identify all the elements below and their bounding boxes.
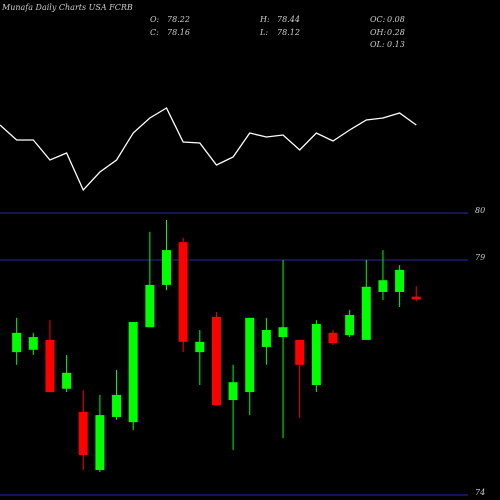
info-label: OL:: [370, 40, 385, 49]
candle-body: [62, 372, 72, 389]
candle-body: [95, 415, 105, 471]
info-label: C:: [150, 28, 159, 37]
info-value: 78.44: [277, 15, 300, 24]
info-label: OH:: [370, 28, 387, 37]
candle-body: [311, 323, 321, 386]
candle-body: [162, 250, 171, 285]
candle-body: [361, 286, 371, 340]
candle-body: [78, 411, 88, 456]
candle-body: [261, 330, 271, 347]
candle-body: [145, 284, 155, 328]
candle-body: [278, 327, 288, 338]
candle-body: [345, 314, 355, 336]
info-label: OC:: [370, 15, 386, 24]
info-value: 0.28: [387, 28, 405, 37]
candle-body: [245, 317, 255, 393]
info-label: O:: [150, 15, 160, 24]
candle-body: [28, 337, 38, 350]
candle-body: [395, 269, 405, 292]
candle-body: [45, 339, 55, 393]
info-value: 78.12: [277, 28, 300, 37]
candle-body: [12, 332, 22, 353]
info-value: 0.08: [387, 15, 405, 24]
candle-body: [112, 394, 122, 417]
candle-body: [178, 242, 188, 342]
candle-body: [195, 341, 205, 353]
info-value: 78.16: [167, 28, 190, 37]
candle-body: [228, 382, 238, 401]
y-tick-label: 79: [475, 253, 485, 262]
indicator-line: [0, 107, 417, 192]
candle-body: [295, 339, 305, 365]
candle-body: [411, 296, 421, 300]
info-value: 78.22: [167, 15, 190, 24]
info-label: L:: [259, 28, 268, 37]
candle-body: [128, 322, 138, 423]
candle-body: [328, 332, 338, 344]
y-tick-label: 74: [475, 488, 485, 497]
info-label: H:: [259, 15, 270, 24]
info-value: 0.13: [387, 40, 405, 49]
candle-body: [211, 316, 221, 406]
chart-title: Munafa Daily Charts USA FCRB: [1, 3, 133, 12]
y-tick-label: 80: [475, 206, 485, 215]
candle-body: [378, 280, 388, 292]
